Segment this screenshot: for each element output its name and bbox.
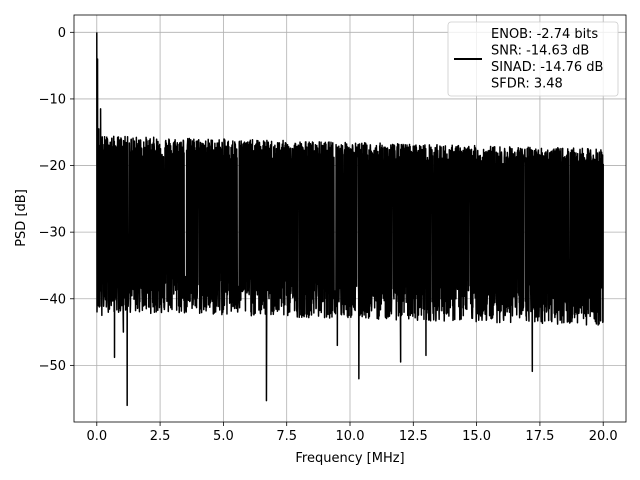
y-tick-label: −10 — [39, 92, 66, 107]
y-tick-label: −40 — [39, 292, 66, 307]
psd-line — [96, 32, 604, 407]
y-axis-label: PSD [dB] — [14, 189, 29, 247]
legend-text-line-2: SNR: -14.63 dB — [491, 44, 589, 59]
x-tick-label: 15.0 — [462, 429, 491, 444]
y-tick-label: −30 — [39, 226, 66, 241]
y-tick-label: −50 — [39, 359, 66, 374]
x-tick-label: 17.5 — [525, 429, 554, 444]
legend-text-line-3: SINAD: -14.76 dB — [491, 60, 603, 75]
legend-box — [447, 21, 619, 97]
series-psd — [96, 32, 604, 407]
x-tick-label: 12.5 — [399, 429, 428, 444]
x-tick-label: 7.5 — [276, 429, 297, 444]
x-tick-label: 5.0 — [213, 429, 234, 444]
x-tick-label: 20.0 — [589, 429, 618, 444]
y-tick-label: −20 — [39, 159, 66, 174]
x-tick-label: 10.0 — [336, 429, 365, 444]
y-tick-label: 0 — [58, 26, 66, 41]
x-tick-label: 2.5 — [150, 429, 171, 444]
legend: ENOB: -2.74 bits SNR: -14.63 dB SINAD: -… — [447, 21, 619, 97]
x-axis-label: Frequency [MHz] — [295, 451, 404, 466]
x-tick-label: 0.0 — [86, 429, 107, 444]
x-axis: 0.0 2.5 5.0 7.5 10.0 12.5 15.0 17.5 20.0 — [86, 422, 618, 444]
legend-text-line-4: SFDR: 3.48 — [491, 77, 563, 92]
legend-text-line-1: ENOB: -2.74 bits — [491, 27, 598, 42]
y-axis: 0 −10 −20 −30 −40 −50 — [39, 26, 74, 374]
